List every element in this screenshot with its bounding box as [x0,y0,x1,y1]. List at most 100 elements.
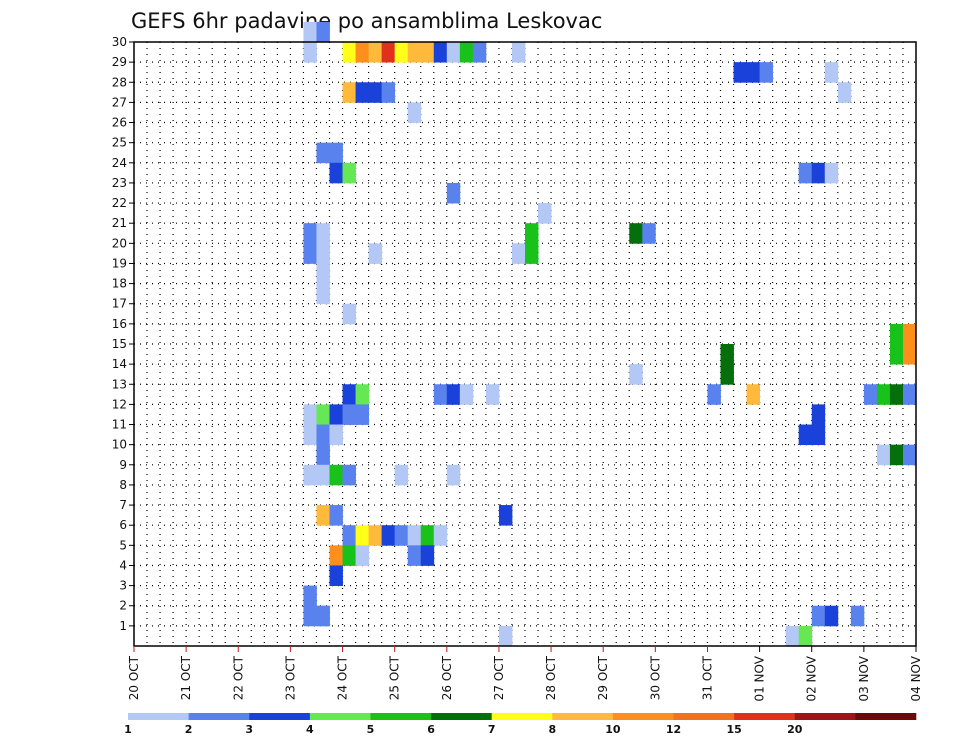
y-tick-label: 2 [119,599,127,613]
heatmap-cells [303,21,917,647]
colorbar-swatch [128,713,189,720]
y-tick-label: 21 [112,216,127,230]
heatmap-cell [472,42,487,63]
heatmap-cell [902,444,917,466]
heatmap-cell [459,384,474,405]
heatmap-cell [355,525,369,546]
colorbar-label: 4 [306,723,314,736]
heatmap-cell [824,605,839,627]
heatmap-cell [446,42,461,63]
heatmap-cell [876,384,891,405]
heatmap-cell [329,424,343,446]
heatmap-cell [902,384,917,405]
y-tick-label: 25 [112,136,127,150]
x-tick-label: 20 OCT [127,655,141,700]
x-tick-label: 03 NOV [857,655,871,701]
heatmap-cell [525,223,539,244]
colorbar-label: 7 [488,723,496,736]
heatmap-cell [303,464,317,486]
heatmap-cell [303,243,317,264]
heatmap-cell [811,605,826,627]
heatmap-cell [433,525,448,546]
heatmap-cell [798,162,813,184]
heatmap-cell [381,82,396,103]
colorbar-legend: 1 2 3 4 5 6 7 8 10 12 15 20 [124,713,917,736]
colorbar-label: 15 [726,723,741,736]
heatmap-cell [316,444,330,466]
heatmap-cell [303,223,317,244]
y-tick-label: 18 [112,277,127,291]
heatmap-cell [303,404,317,425]
y-tick-label: 10 [112,438,127,452]
heatmap-cell [394,42,409,63]
chart-title: GEFS 6hr padavine po ansamblima Leskovac [131,9,602,33]
colorbar-label: 8 [548,723,556,736]
heatmap-cell [798,625,813,647]
y-tick-label: 30 [112,35,127,49]
heatmap-cell [329,162,343,184]
heatmap-cell [459,42,474,63]
y-tick-label: 26 [112,116,127,130]
colorbar-swatch [552,713,614,720]
colorbar-swatch [249,713,311,720]
heatmap-cell [355,404,369,425]
heatmap-cell [511,42,526,63]
heatmap-cell [889,384,904,405]
colorbar-label: 1 [124,723,132,736]
heatmap-cell [876,444,891,466]
heatmap-cell [629,364,643,385]
colorbar-label: 3 [245,723,253,736]
heatmap-cell [342,303,356,325]
heatmap-cell [446,182,461,204]
y-tick-label: 22 [112,196,127,210]
x-tick-label: 31 OCT [700,655,714,700]
colorbar-label: 10 [605,723,621,736]
heatmap-cell [368,525,383,546]
y-tick-label: 19 [112,256,127,270]
x-axis-ticks: 20 OCT 21 OCT 22 OCT 23 OCT 24 OCT 25 OCT 26 O… [127,646,923,702]
heatmap-cell [316,464,330,486]
colorbar-label: 5 [367,723,375,736]
heatmap-cell [446,464,461,486]
colorbar-swatch [309,713,371,720]
heatmap-cell [746,384,760,405]
x-tick-label: 24 OCT [336,655,350,700]
x-tick-label: 04 NOV [909,655,923,701]
heatmap-cell [629,223,643,244]
heatmap-cell [303,21,317,43]
heatmap-cell [342,82,356,103]
heatmap-cell [316,605,330,627]
heatmap-cell [303,605,317,627]
heatmap-cell [342,162,356,184]
heatmap-cell [446,384,461,405]
colorbar-swatch [431,713,492,720]
heatmap-cell [525,243,539,264]
heatmap-cell [433,384,448,405]
heatmap-cell [342,42,356,63]
y-tick-label: 1 [119,619,127,633]
y-axis-ticks: 1234567891011121314151617181920212223242… [112,35,134,633]
colorbar-label: 12 [666,723,681,736]
heatmap-cell [811,162,826,184]
heatmap-cell [407,525,422,546]
heatmap-cell [329,404,343,425]
y-tick-label: 5 [119,538,127,552]
heatmap-cell [316,505,330,526]
heatmap-cell [889,444,904,466]
heatmap-cell [381,42,396,63]
heatmap-cell [485,384,500,405]
colorbar-swatch [734,713,796,720]
heatmap-cell [407,42,422,63]
heatmap-cell [407,102,422,123]
heatmap-cell [316,243,330,264]
y-tick-label: 7 [119,498,127,512]
heatmap-cell [316,223,330,244]
heatmap-cell [355,42,369,63]
heatmap-cell [407,545,422,566]
heatmap-cell [850,605,865,627]
heatmap-cell [355,384,369,405]
y-tick-label: 9 [119,458,127,472]
heatmap-cell [824,162,839,184]
heatmap-cell [316,21,330,43]
heatmap-cell [303,585,317,607]
